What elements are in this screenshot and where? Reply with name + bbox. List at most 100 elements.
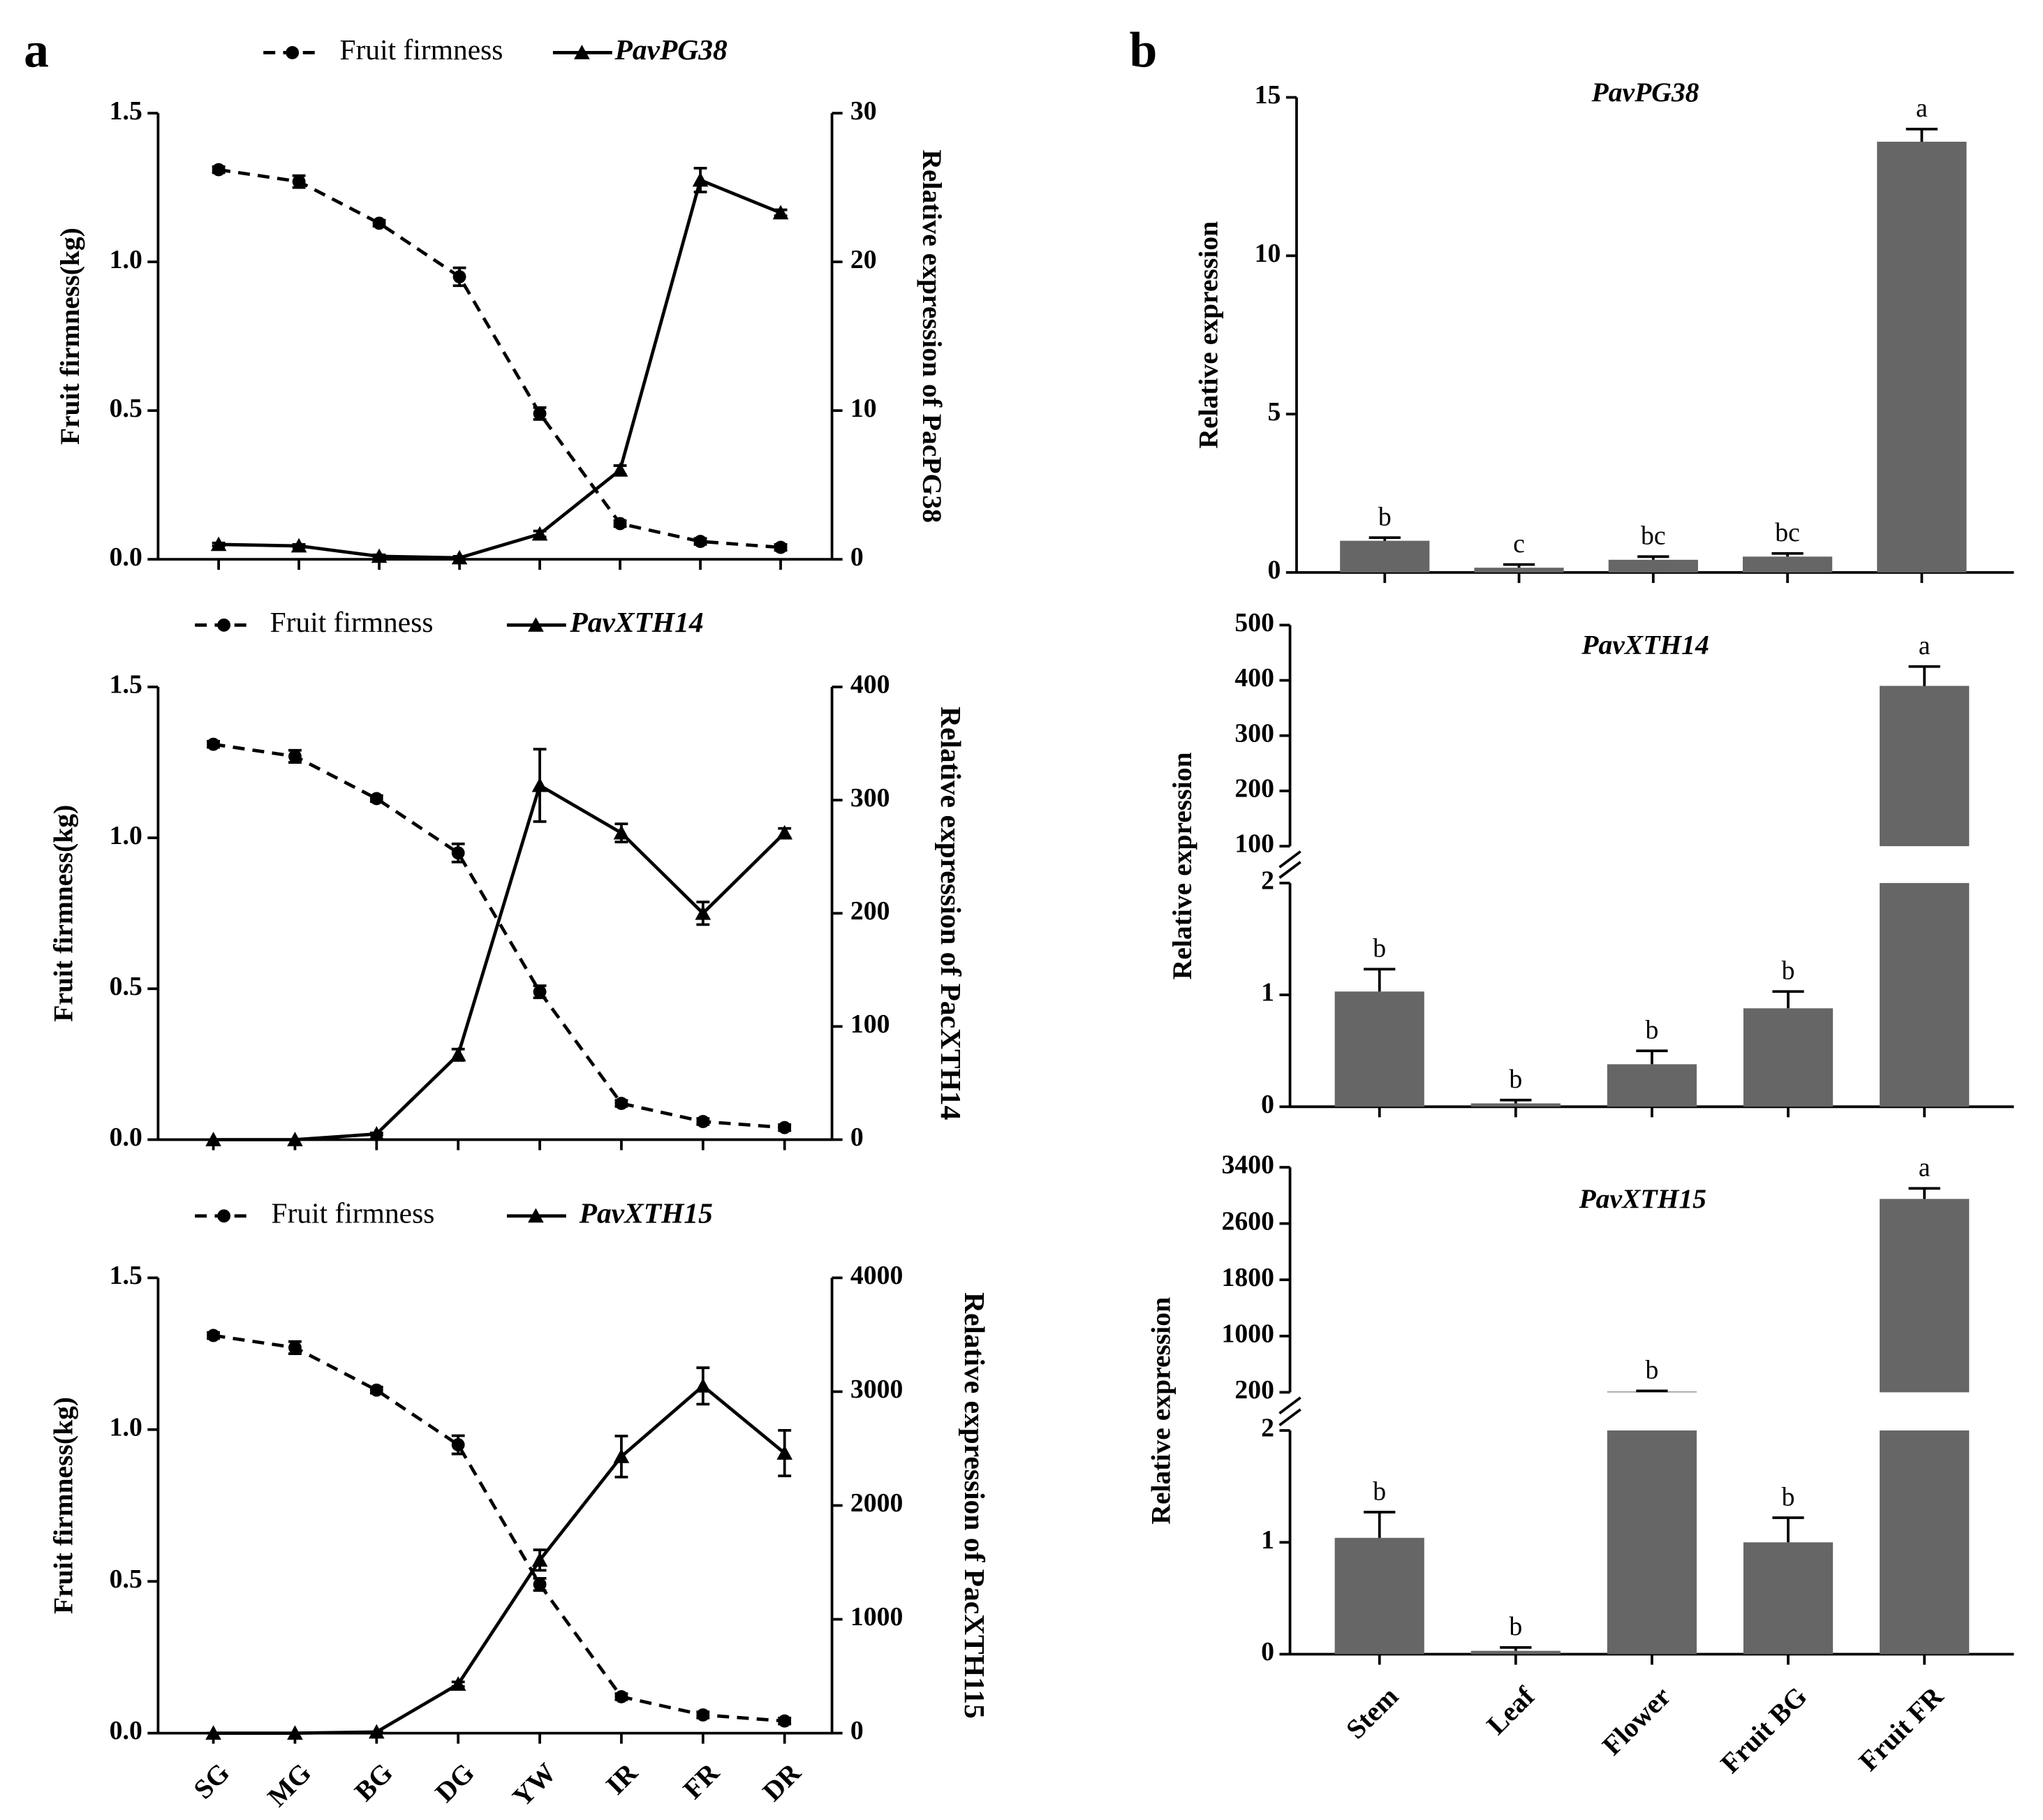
y-tick-label: 300 <box>1234 718 1274 748</box>
annotation: b <box>1373 933 1386 963</box>
y-tick-label: 200 <box>1234 1375 1274 1405</box>
y-axis-label: Fruit firmness(kg) <box>48 805 79 1022</box>
data-point <box>531 777 548 792</box>
annotation: c <box>1513 529 1525 558</box>
legend-label: PavXTH15 <box>579 1197 713 1229</box>
bar <box>1470 1103 1561 1107</box>
y-tick-label: 1000 <box>1222 1319 1274 1348</box>
annotation: b <box>1646 1015 1659 1044</box>
data-point <box>696 1708 710 1722</box>
x-tick-label: Stem <box>1340 1681 1404 1745</box>
bar <box>1880 1199 1970 1393</box>
y-tick-label: 1800 <box>1222 1263 1274 1292</box>
axis-break <box>1278 1396 1301 1426</box>
annotation: b <box>1373 1477 1386 1506</box>
data-point <box>776 1445 793 1460</box>
data-point <box>450 1046 466 1062</box>
y-tick-label: 5 <box>1268 397 1281 427</box>
error-bar <box>1772 990 1804 1009</box>
y-tick-label: 500 <box>1234 608 1274 637</box>
x-tick-label: Fruit BG <box>1715 1681 1813 1780</box>
data-point <box>692 172 709 187</box>
legend-marker <box>286 45 300 59</box>
y-tick-label: 400 <box>1234 663 1274 693</box>
bar <box>1334 1537 1424 1655</box>
x-tick-label: Fruit FR <box>1853 1680 1949 1777</box>
data-point <box>210 536 227 552</box>
y2-tick-label: 2000 <box>850 1488 903 1518</box>
y-tick-label: 1.0 <box>110 245 142 274</box>
data-point <box>614 1097 628 1110</box>
y2-axis-label: Relative expression of PacXTH14 <box>935 706 967 1120</box>
error-bar <box>1908 665 1940 686</box>
y-axis-label: Relative expression <box>1146 1297 1177 1525</box>
annotation: a <box>1916 94 1928 123</box>
data-point <box>451 549 468 565</box>
data-point <box>613 1449 630 1463</box>
series-line <box>218 168 781 549</box>
x-tick-label: IR <box>600 1757 644 1801</box>
data-point <box>212 163 226 177</box>
legend-label: PavXTH14 <box>569 606 703 638</box>
bar <box>1334 991 1424 1107</box>
data-point <box>288 749 302 763</box>
series-line <box>213 742 785 1130</box>
data-point <box>207 1329 221 1342</box>
y2-tick-label: 10 <box>850 394 877 423</box>
y-tick-label: 2600 <box>1222 1206 1274 1236</box>
chart-title: PavPG38 <box>1591 77 1699 108</box>
data-point <box>369 1126 385 1141</box>
data-point <box>288 1340 302 1354</box>
y-tick-label: 2 <box>1261 866 1274 896</box>
legend-marker <box>574 45 590 59</box>
data-point <box>287 1725 303 1740</box>
legend-label: Fruit firmness <box>340 34 503 66</box>
data-point <box>613 824 630 840</box>
data-point <box>531 526 548 541</box>
x-tick-label: SG <box>188 1757 235 1805</box>
annotation: bc <box>1775 518 1800 547</box>
data-point <box>205 1725 221 1740</box>
y-tick-label: 0.5 <box>110 972 142 1001</box>
data-point <box>450 1676 466 1691</box>
legend-label: PavPG38 <box>614 34 728 66</box>
bar <box>1474 568 1564 572</box>
bar <box>1607 1430 1697 1655</box>
data-point <box>533 1578 547 1591</box>
data-point <box>371 548 388 563</box>
y2-tick-label: 400 <box>850 670 890 700</box>
y2-tick-label: 0 <box>850 1123 864 1152</box>
bar <box>1470 1650 1561 1655</box>
data-point <box>292 175 306 188</box>
panel-label: b <box>1130 23 1158 78</box>
y-tick-label: 0 <box>1268 556 1281 585</box>
data-point <box>613 517 627 531</box>
y2-tick-label: 0 <box>850 542 864 572</box>
data-point <box>693 535 707 549</box>
annotation: b <box>1646 1356 1659 1385</box>
y-tick-label: 200 <box>1234 774 1274 804</box>
y-axis-label: Fruit firmness(kg) <box>48 1397 79 1614</box>
y-tick-label: 1.0 <box>110 1412 142 1442</box>
data-point <box>207 737 221 751</box>
data-point <box>612 462 628 477</box>
data-point <box>290 538 307 553</box>
y2-tick-label: 3000 <box>850 1375 903 1404</box>
error-bar <box>1503 563 1535 568</box>
data-point <box>369 792 383 806</box>
annotation: a <box>1919 1153 1931 1183</box>
error-bar <box>1908 1187 1940 1199</box>
legend-marker <box>217 618 231 632</box>
bar <box>1608 559 1698 572</box>
x-tick-label: YW <box>506 1757 561 1812</box>
y-axis-label: Relative expression <box>1167 752 1197 979</box>
data-point <box>696 1115 710 1128</box>
error-bar <box>1500 1098 1532 1104</box>
annotation: b <box>1782 956 1795 986</box>
error-bar <box>1364 1511 1396 1538</box>
series-line <box>213 783 786 1141</box>
y2-tick-label: 200 <box>850 896 890 926</box>
data-point <box>695 905 711 920</box>
x-tick-label: BG <box>348 1757 399 1807</box>
